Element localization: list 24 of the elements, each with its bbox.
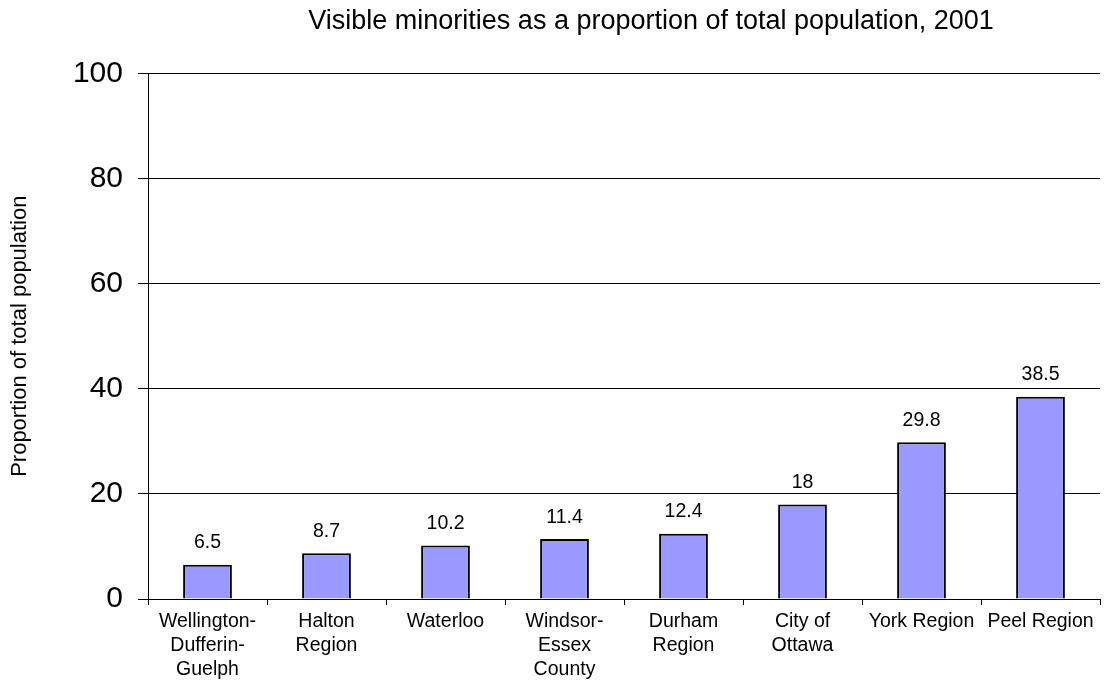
data-label: 10.2 [426, 511, 465, 534]
data-label: 6.5 [193, 530, 222, 553]
data-label: 18 [791, 470, 814, 493]
x-tick-label: City of Ottawa [771, 608, 834, 655]
x-tick-label: Halton Region [295, 608, 358, 655]
data-label: 12.4 [664, 499, 703, 522]
data-label: 38.5 [1021, 362, 1060, 385]
y-tick-label: 60 [89, 264, 123, 298]
y-tick-label: 80 [89, 159, 123, 193]
x-tick-label: Peel Region [987, 608, 1094, 631]
x-tick-label: Durham Region [648, 608, 719, 655]
y-axis-title: Proportion of total population [6, 195, 32, 477]
data-label: 29.8 [902, 408, 941, 430]
x-tick-label: Waterloo [406, 608, 485, 631]
data-label: 8.7 [312, 518, 341, 541]
x-tick-label: York Region [868, 608, 975, 631]
y-tick-label: 100 [72, 54, 123, 88]
chart-title: Visible minorities as a proportion of total population, 2001 [308, 4, 994, 35]
x-tick-label: Wellington-Dufferin-Guelph [158, 608, 257, 680]
data-label: 11.4 [546, 504, 583, 527]
x-tick-label: Windsor-Essex County [525, 608, 604, 680]
y-tick-label: 20 [89, 475, 123, 509]
y-tick-label: 0 [106, 580, 123, 614]
y-tick-label: 40 [89, 370, 123, 404]
